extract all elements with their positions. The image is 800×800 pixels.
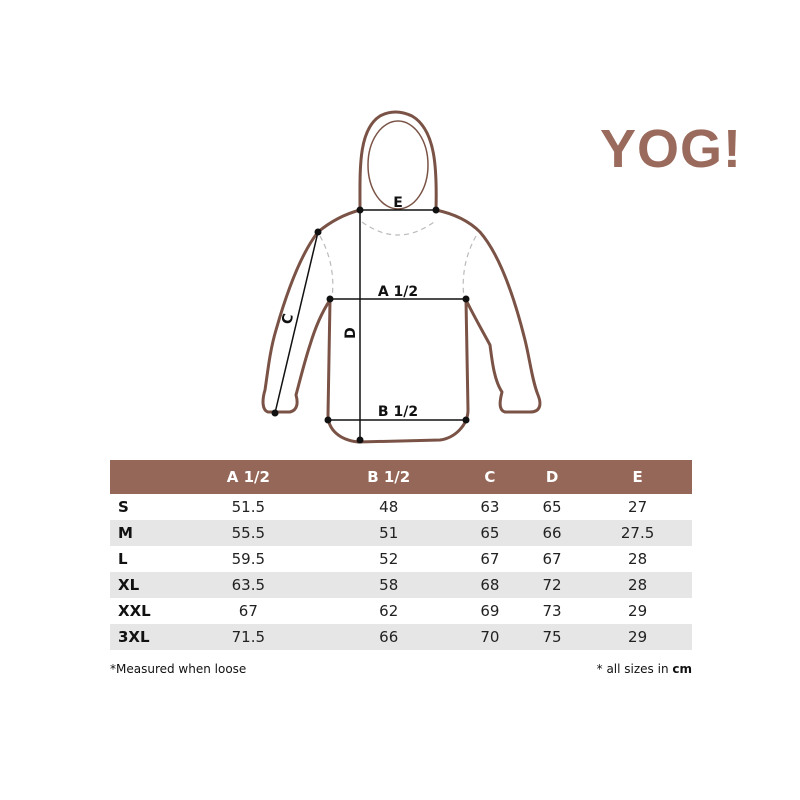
table-row: XL 63.5 58 68 72 28 <box>110 572 692 598</box>
measurement-lines <box>274 209 466 440</box>
label-e: E <box>393 195 403 211</box>
table-row: XXL 67 62 69 73 29 <box>110 598 692 624</box>
size-table: A 1/2 B 1/2 C D E S 51.5 48 63 65 27 M 55.5 51 65… <box>110 460 692 650</box>
table-cell: 51 <box>318 520 459 546</box>
table-cell: 29 <box>628 602 648 620</box>
table-cell: 29 <box>583 624 692 650</box>
brand-logo: YOG! <box>600 119 743 179</box>
note-units-unit: cm <box>672 662 692 676</box>
table-cell: 67 <box>480 550 500 568</box>
column-header: A 1/2 <box>226 468 270 486</box>
column-header: E <box>632 468 643 486</box>
size-label: XXL <box>118 602 151 620</box>
table-cell: 28 <box>583 572 692 598</box>
note-units-text: * all sizes in <box>596 662 673 676</box>
table-cell: 66 <box>520 520 584 546</box>
size-label: 3XL <box>110 624 178 650</box>
table-cell: 55.5 <box>178 520 319 546</box>
label-b: B 1/2 <box>378 404 418 420</box>
table-cell: 72 <box>520 572 584 598</box>
table-cell: 58 <box>318 572 459 598</box>
table-cell: 51.5 <box>231 498 266 516</box>
size-label: XL <box>110 572 178 598</box>
label-d: D <box>343 327 359 339</box>
size-label: L <box>118 550 128 568</box>
column-header: C <box>484 468 496 486</box>
hoodie-outline <box>261 110 542 444</box>
table-cell: 68 <box>458 572 521 598</box>
table-cell: 67 <box>542 550 562 568</box>
label-c: C <box>279 312 297 326</box>
measurement-points <box>271 206 470 444</box>
seam-lines <box>319 221 477 299</box>
column-header <box>110 460 178 494</box>
table-header-row: A 1/2 B 1/2 C D E <box>110 460 692 494</box>
table-cell: 27 <box>628 498 648 516</box>
table-cell: 63 <box>480 498 500 516</box>
table-cell: 67 <box>238 602 258 620</box>
size-label: S <box>118 498 129 516</box>
label-a: A 1/2 <box>378 284 418 300</box>
hoodie-diagram: E A 1/2 B 1/2 D C <box>261 110 542 444</box>
table-cell: 27.5 <box>583 520 692 546</box>
table-cell: 66 <box>318 624 459 650</box>
table-cell: 69 <box>480 602 500 620</box>
table-cell: 71.5 <box>178 624 319 650</box>
table-cell: 65 <box>458 520 521 546</box>
note-measured: *Measured when loose <box>110 662 247 676</box>
table-row: S 51.5 48 63 65 27 <box>110 494 692 520</box>
table-row: M 55.5 51 65 66 27.5 <box>110 520 692 546</box>
table-row: L 59.5 52 67 67 28 <box>110 546 692 572</box>
table-cell: 63.5 <box>178 572 319 598</box>
note-units: * all sizes in cm <box>597 662 692 676</box>
table-cell: 62 <box>379 602 399 620</box>
table-cell: 70 <box>458 624 521 650</box>
size-label: M <box>110 520 178 546</box>
table-cell: 48 <box>379 498 399 516</box>
column-header: B 1/2 <box>367 468 411 486</box>
table-cell: 73 <box>542 602 562 620</box>
table-cell: 75 <box>520 624 584 650</box>
table-cell: 65 <box>542 498 562 516</box>
table-cell: 28 <box>628 550 648 568</box>
table-cell: 59.5 <box>231 550 266 568</box>
table-row: 3XL 71.5 66 70 75 29 <box>110 624 692 650</box>
table-cell: 52 <box>379 550 399 568</box>
column-header: D <box>545 468 559 486</box>
